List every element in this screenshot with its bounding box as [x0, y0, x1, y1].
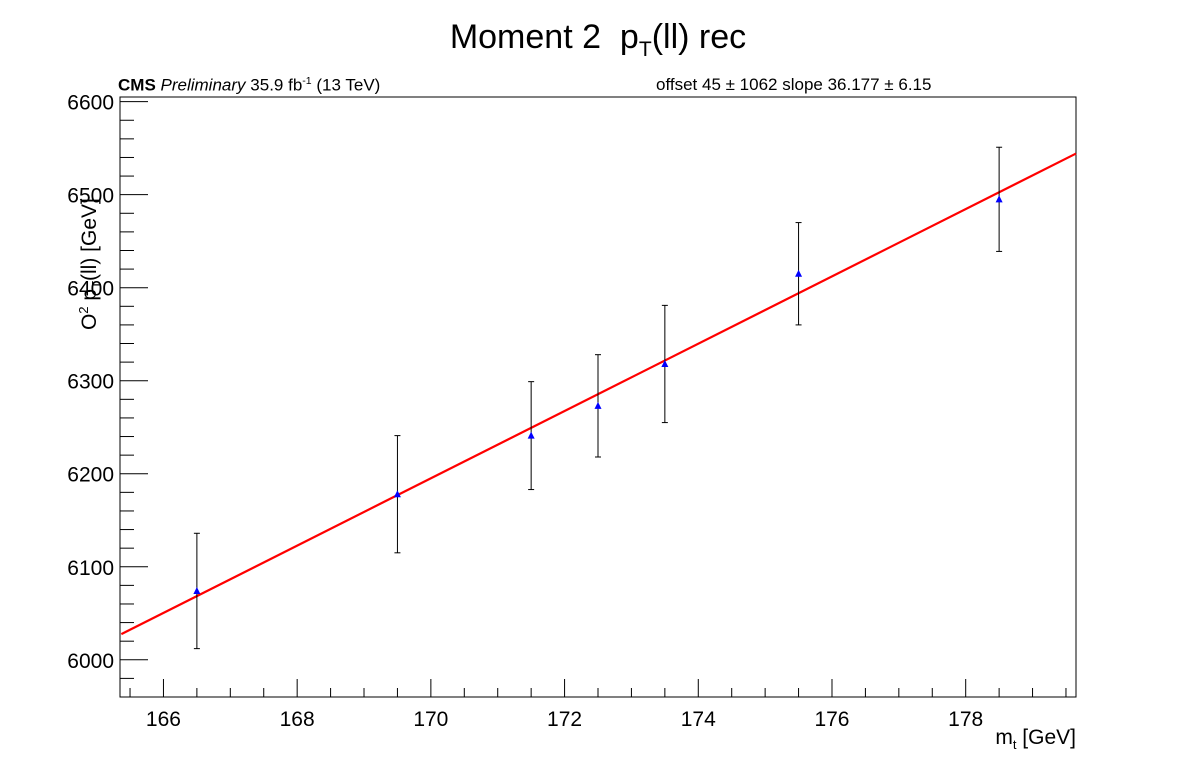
- tick-labels: 166 168 170 172 174 176 178 6000 6100 6200 6300 640…: [67, 92, 983, 731]
- fit-parameters-label: offset 45 ± 1062 slope 36.177 ± 6.15: [656, 75, 932, 94]
- data-points: [193, 146, 1003, 650]
- axis-ticks: [120, 101, 1067, 698]
- x-tick-label: 170: [413, 708, 448, 731]
- x-tick-label: 172: [547, 708, 582, 731]
- x-tick-label: 178: [948, 708, 983, 731]
- y-tick-label: 6000: [67, 650, 114, 673]
- chart-title: Moment 2 pT(ll) rec: [449, 18, 747, 61]
- data-point: [661, 359, 669, 367]
- data-point: [193, 586, 201, 594]
- x-tick-label: 166: [146, 708, 181, 731]
- x-axis-label: mt [GeV]: [995, 726, 1076, 753]
- y-tick-label: 6500: [67, 185, 114, 208]
- y-tick-label: 6100: [67, 557, 114, 580]
- y-tick-label: 6200: [67, 464, 114, 487]
- fit-line: [120, 152, 1077, 636]
- data-point: [594, 401, 602, 409]
- data-point: [995, 195, 1003, 203]
- x-tick-label: 168: [280, 708, 315, 731]
- data-point: [795, 269, 803, 277]
- x-tick-label: 174: [681, 708, 716, 731]
- data-point: [393, 490, 401, 498]
- cms-label: CMS Preliminary 35.9 fb-1 (13 TeV): [118, 75, 381, 95]
- y-tick-label: 6600: [67, 92, 114, 115]
- data-point: [527, 431, 535, 439]
- y-tick-label: 6300: [67, 371, 114, 394]
- y-axis-label: O2 pT(ll) [GeV]: [75, 198, 105, 331]
- y-tick-label: 6400: [67, 278, 114, 301]
- x-tick-label: 176: [814, 708, 849, 731]
- fit-line-group: [120, 152, 1077, 636]
- y-axis-label-wrap: O2 pT(ll) [GeV]: [24, 198, 104, 330]
